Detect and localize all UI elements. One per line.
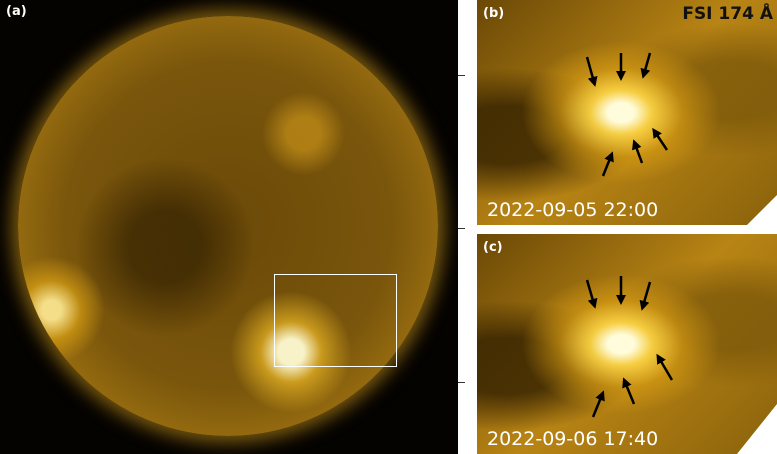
off-limb-corner xyxy=(747,195,777,225)
instrument-label: FSI 174 Å xyxy=(682,4,773,24)
timestamp-c: 2022-09-06 17:40 xyxy=(487,428,659,450)
arrows-overlay xyxy=(585,276,674,418)
arrow xyxy=(656,353,674,381)
solar-disk-image xyxy=(18,16,438,436)
arrow xyxy=(652,127,669,151)
arrow xyxy=(585,279,598,309)
panel-c-zoom: (c) 2022-09-06 17:40 xyxy=(477,234,777,454)
arrow xyxy=(632,139,644,164)
arrow xyxy=(622,377,636,405)
off-limb-corner xyxy=(737,404,777,454)
panel-label-c: (c) xyxy=(483,240,503,255)
panel-b-zoom: (b) FSI 174 Å 2022-09-05 22:00 xyxy=(477,0,777,225)
zoom-region-box xyxy=(274,274,397,367)
arrow xyxy=(639,281,652,311)
arrows-overlay xyxy=(585,52,669,177)
timestamp-b: 2022-09-05 22:00 xyxy=(487,199,659,221)
arrow xyxy=(640,52,652,79)
axis-ticks xyxy=(458,0,477,454)
arrow xyxy=(585,56,598,87)
arrow xyxy=(601,151,614,177)
panel-label-a: (a) xyxy=(6,4,27,19)
arrow xyxy=(591,390,605,418)
panel-label-b: (b) xyxy=(483,6,505,21)
panel-a-full-disk: (a) xyxy=(0,0,458,454)
